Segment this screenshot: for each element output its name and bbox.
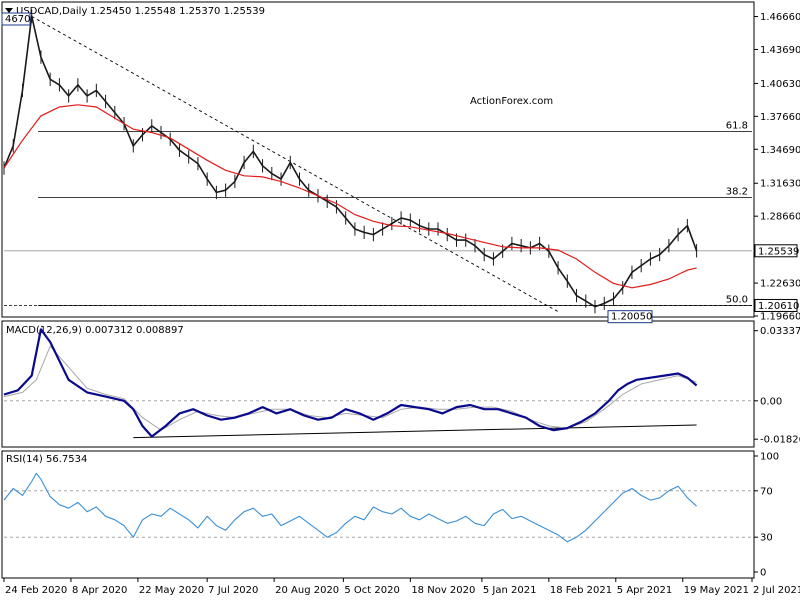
dropdown-triangle-icon[interactable] [5, 8, 13, 13]
price-y-tick-label: 1.28660 [760, 212, 800, 223]
rsi-panel-frame [1, 450, 755, 579]
macd-y-tick-label: 0.00 [760, 396, 782, 407]
price-y-tick-label: 1.37660 [760, 112, 800, 123]
macd-panel-frame [1, 320, 755, 448]
support-price-box [754, 298, 798, 312]
rsi-series-layer [3, 472, 697, 543]
macd-main-line [3, 328, 698, 438]
price-trendline [31, 16, 559, 313]
price-trendline-segment [31, 16, 559, 313]
rsi-y-tick-label: 0 [760, 568, 766, 579]
x-axis: 24 Feb 2020 8 Apr 2020 22 May 2020 7 Jul 20… [3, 578, 800, 596]
x-tick-label: 22 May 2020 [139, 585, 204, 596]
x-tick-label: 19 May 2021 [684, 585, 749, 596]
x-tick-label: 8 Apr 2020 [72, 585, 127, 596]
price-y-tick-label: 1.40630 [760, 79, 800, 90]
x-tick-label: 18 Feb 2021 [550, 585, 612, 596]
fib-level-label: 38.2 [726, 187, 748, 198]
low-annotation-box [607, 310, 653, 324]
macd-trendline [133, 424, 697, 439]
price-y-axis: 1.46660 1.43690 1.40630 1.37660 1.34690 1.316… [754, 12, 800, 323]
x-tick-label: 20 Aug 2020 [275, 585, 339, 596]
price-gridlines: 61.8 38.2 50.0 [4, 121, 752, 306]
ohlc-readout: 1.25450 1.25548 1.25370 1.25539 [90, 6, 265, 17]
price-y-tick-label: 1.19660 [760, 312, 800, 323]
x-tick-label: 5 Oct 2020 [344, 585, 399, 596]
price-y-tick-label: 1.43690 [760, 45, 800, 56]
ema-series-line [3, 104, 697, 289]
x-tick-label: 2 Jul 2021 [753, 585, 800, 596]
macd-series-layer [3, 328, 698, 438]
price-y-tick-label: 1.22630 [760, 279, 800, 290]
macd-signal-line [3, 345, 697, 431]
price-series-line [3, 15, 698, 308]
macd-title: MACD(12,26,9) 0.007312 0.008897 [6, 325, 184, 336]
watermark: ActionForex.com [470, 96, 553, 107]
macd-y-tick-label: -0.018262 [760, 435, 800, 446]
fib-level-label: 61.8 [726, 121, 748, 132]
current-price-box [754, 244, 798, 258]
symbol-label: USDCAD,Daily [16, 6, 87, 17]
price-panel-frame [1, 1, 755, 318]
x-tick-label: 5 Apr 2021 [617, 585, 672, 596]
price-y-tick-label: 1.31630 [760, 179, 800, 190]
low-annotation-label: 1.20050 [611, 312, 652, 323]
rsi-y-tick-label: 70 [760, 486, 773, 497]
rsi-gridlines [4, 490, 752, 538]
rsi-line [3, 472, 697, 543]
price-annotations: 4670 1.20050 [1, 12, 653, 324]
rsi-y-axis: 100 70 30 0 [754, 452, 779, 579]
x-tick-label: 18 Nov 2020 [411, 585, 475, 596]
rsi-y-tick-label: 30 [760, 533, 773, 544]
macd-y-axis: 0.03337 0.00 -0.018262 [754, 326, 800, 446]
price-series-layer [3, 9, 698, 314]
rsi-title: RSI(14) 56.7534 [6, 454, 87, 465]
macd-y-tick-label: 0.03337 [760, 326, 800, 337]
high-annotation-box [1, 12, 31, 26]
fib-level-label: 50.0 [726, 294, 748, 305]
x-tick-label: 5 Jan 2021 [483, 585, 537, 596]
x-tick-label: 7 Jul 2020 [208, 585, 258, 596]
macd-gridlines [4, 400, 752, 439]
price-y-tick-label: 1.34690 [760, 145, 800, 156]
support-price-label: 1.20610 [758, 301, 799, 312]
current-price-label: 1.25539 [758, 246, 799, 257]
x-tick-label: 24 Feb 2020 [5, 585, 67, 596]
price-y-tick-label: 1.46660 [760, 12, 800, 23]
high-annotation-label: 4670 [5, 14, 30, 25]
rsi-y-tick-label: 100 [760, 452, 779, 463]
